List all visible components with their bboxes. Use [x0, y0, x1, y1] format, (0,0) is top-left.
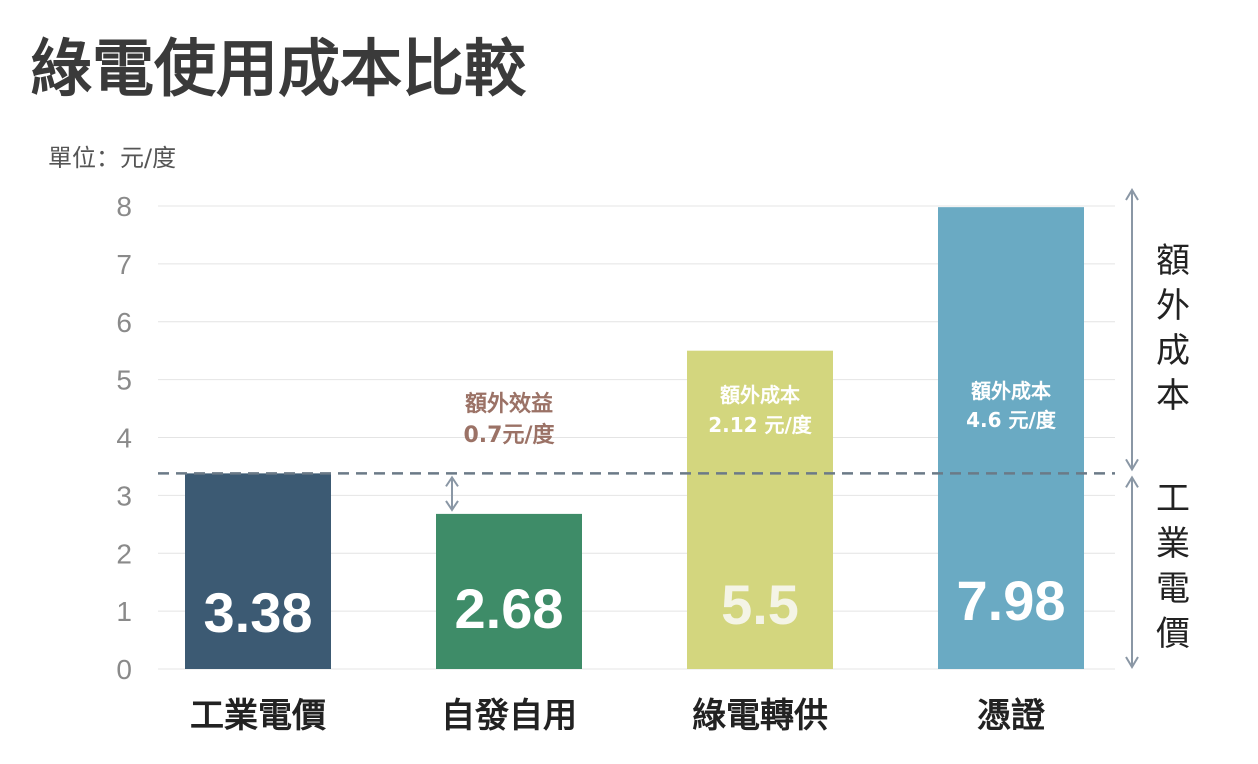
y-tick-label: 6 [116, 307, 132, 338]
y-tick-label: 5 [116, 365, 132, 396]
bar [436, 513, 582, 669]
annotation-value: 4.6 元/度 [966, 408, 1057, 432]
bar-value-label: 7.98 [957, 569, 1066, 632]
annotation-title: 額外效益 [465, 391, 553, 417]
extra-cost-bracket-head-bottom [1125, 458, 1139, 472]
y-axis-ticks: 0 1 2 3 4 5 6 7 8 [116, 191, 132, 685]
side-label-char: 工 [1156, 479, 1190, 519]
y-tick-label: 7 [116, 249, 132, 280]
category-labels: 工業電價 自發自用 綠電轉供 憑證 [190, 696, 1046, 736]
bar [185, 473, 331, 669]
annotation-title: 額外成本 [970, 379, 1051, 403]
side-label-char: 業 [1156, 524, 1190, 564]
x-category-label: 自發自用 [441, 696, 577, 736]
side-label-char: 價 [1156, 614, 1190, 654]
benefit-arrow-head-down [445, 500, 459, 512]
y-tick-label: 0 [116, 654, 132, 685]
annotation-value: 0.7元/度 [463, 422, 555, 448]
y-tick-label: 8 [116, 191, 132, 222]
value-labels: 3.38 2.68 5.5 7.98 [204, 569, 1066, 644]
bar [938, 207, 1084, 669]
bar-value-label: 3.38 [204, 581, 313, 644]
extra-cost-bracket-head-top [1125, 188, 1139, 201]
unit-label: 單位：元/度 [48, 144, 176, 172]
x-category-label: 憑證 [977, 696, 1046, 736]
y-tick-label: 3 [116, 480, 132, 511]
y-tick-label: 2 [116, 538, 132, 569]
annotation-value: 2.12 元/度 [708, 413, 813, 437]
side-label-char: 本 [1156, 376, 1190, 416]
bar [687, 350, 833, 669]
benefit-arrow-head-up [445, 475, 459, 487]
page-title: 綠電使用成本比較 [30, 32, 527, 105]
side-label-char: 成 [1156, 331, 1190, 371]
x-category-label: 工業電價 [190, 696, 326, 736]
annotation-title: 額外成本 [719, 383, 800, 407]
side-label-char: 電 [1156, 569, 1190, 609]
y-tick-label: 1 [116, 596, 132, 627]
reference-line-group [158, 472, 1115, 512]
bar-value-label: 2.68 [455, 577, 564, 640]
y-tick-label: 4 [116, 423, 132, 454]
side-label-char: 外 [1156, 286, 1190, 326]
bar-value-label: 5.5 [721, 573, 799, 636]
side-label-char: 額 [1156, 241, 1190, 281]
industrial-price-bracket-head-bottom [1125, 656, 1139, 669]
bars [185, 207, 1084, 669]
industrial-price-bracket-head-top [1125, 475, 1139, 488]
x-category-label: 綠電轉供 [692, 696, 828, 736]
